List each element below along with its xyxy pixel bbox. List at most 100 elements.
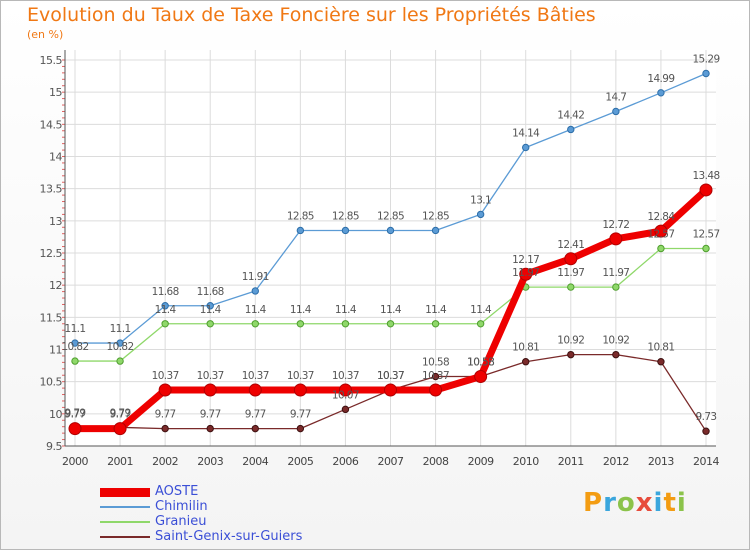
x-tick-label: 2010 <box>513 455 539 468</box>
proxiti-logo: Proxiti <box>583 488 687 518</box>
x-tick-label: 2004 <box>242 455 268 468</box>
y-tick-label: 13 <box>49 215 62 228</box>
data-point <box>519 267 533 281</box>
data-label: 10.81 <box>647 342 674 354</box>
data-point <box>612 283 620 291</box>
data-point <box>612 107 620 116</box>
data-point <box>476 320 485 328</box>
data-label: 11.4 <box>200 304 222 316</box>
data-label: 9.77 <box>155 409 176 421</box>
data-label: 11.4 <box>245 304 267 316</box>
data-point <box>248 383 262 397</box>
data-label: 12.17 <box>512 254 539 266</box>
x-tick-label: 2000 <box>62 455 88 468</box>
data-point <box>567 283 575 291</box>
data-point <box>567 350 575 359</box>
data-label: 10.82 <box>107 341 134 353</box>
data-point <box>71 339 79 347</box>
data-point <box>341 226 350 235</box>
logo-letter: x <box>635 488 654 518</box>
data-point <box>612 350 620 359</box>
data-label: 10.37 <box>242 370 269 382</box>
data-label: 10.92 <box>602 335 629 347</box>
y-tick-label: 9.5 <box>46 440 62 453</box>
data-label: 11.4 <box>290 304 312 316</box>
data-point <box>206 320 214 328</box>
legend-label: AOSTE <box>155 484 199 499</box>
data-label: 11.97 <box>512 267 539 279</box>
data-point <box>161 424 169 433</box>
data-label: 10.37 <box>152 370 179 382</box>
data-label: 9.77 <box>245 409 266 421</box>
data-point <box>386 226 395 235</box>
data-point <box>384 383 397 397</box>
data-label: 11.68 <box>197 286 224 298</box>
data-label: 14.7 <box>605 91 626 103</box>
data-point <box>522 358 530 366</box>
data-label: 12.57 <box>647 228 674 240</box>
chart-title: Evolution du Taux de Taxe Foncière sur l… <box>27 4 596 26</box>
x-tick-label: 2005 <box>287 455 313 468</box>
x-tick-label: 2007 <box>378 455 404 468</box>
data-point <box>564 252 578 266</box>
data-label: 10.37 <box>197 370 224 382</box>
data-point <box>296 226 305 235</box>
series-granieu <box>71 244 710 365</box>
y-tick-label: 11.5 <box>40 311 63 324</box>
data-point <box>341 320 350 328</box>
y-tick-label: 15.5 <box>40 54 63 67</box>
data-label: 11.4 <box>380 304 402 316</box>
data-label: 15.29 <box>692 54 719 66</box>
data-label: 12.85 <box>422 210 449 222</box>
data-label: 10.92 <box>557 335 584 347</box>
data-point <box>657 89 665 97</box>
data-label: 9.79 <box>110 407 131 419</box>
data-point <box>206 424 214 433</box>
data-point <box>251 287 259 295</box>
data-label: 11.4 <box>335 304 357 316</box>
legend-swatch <box>100 488 150 497</box>
chart-unit: (en %) <box>27 28 64 41</box>
data-point <box>431 320 440 328</box>
data-label: 11.68 <box>152 286 179 298</box>
x-tick-label: 2006 <box>332 455 358 468</box>
legend-swatch <box>100 536 150 538</box>
data-point <box>251 424 259 433</box>
y-tick-label: 12.5 <box>40 247 63 260</box>
data-label: 11.1 <box>65 323 86 335</box>
data-point <box>116 339 124 347</box>
data-point <box>113 422 127 436</box>
data-point <box>68 422 82 436</box>
data-point <box>429 383 443 397</box>
data-point <box>338 383 352 397</box>
data-label: 9.77 <box>110 409 131 421</box>
data-label: 11.97 <box>557 267 584 279</box>
data-point <box>431 226 440 235</box>
y-tick-label: 10 <box>49 408 62 421</box>
y-tick-label: 12 <box>49 279 62 292</box>
data-label: 14.42 <box>557 109 584 121</box>
legend-label: Granieu <box>155 514 207 529</box>
data-point <box>203 383 217 397</box>
data-point <box>522 143 530 152</box>
data-point <box>567 125 575 134</box>
data-label: 10.81 <box>512 342 539 354</box>
x-tick-label: 2013 <box>648 455 674 468</box>
data-label: 9.79 <box>65 407 86 419</box>
x-tick-label: 2012 <box>603 455 629 468</box>
data-label: 11.91 <box>242 271 269 283</box>
data-label: 10.58 <box>467 357 494 369</box>
logo-letter: t <box>663 488 677 518</box>
data-label: 10.37 <box>377 370 404 382</box>
x-tick-label: 2011 <box>558 455 584 468</box>
y-tick-label: 14 <box>49 151 62 164</box>
data-point <box>386 320 395 328</box>
legend-label: Saint-Genix-sur-Guiers <box>155 529 303 544</box>
logo-letter: o <box>616 488 636 518</box>
data-label: 12.41 <box>557 239 584 251</box>
data-point <box>206 302 214 310</box>
series-chimilin <box>71 69 710 347</box>
data-label: 11.4 <box>155 304 177 316</box>
data-label: 9.73 <box>696 411 717 423</box>
data-point <box>657 244 665 253</box>
